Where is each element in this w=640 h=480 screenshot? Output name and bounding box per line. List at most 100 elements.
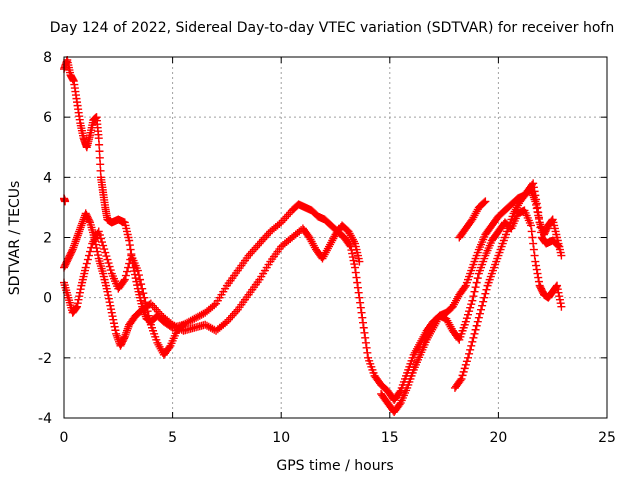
data-point [532, 195, 541, 204]
data-point [482, 285, 491, 294]
data-point [121, 271, 130, 280]
data-point [139, 289, 148, 298]
data-point [466, 345, 475, 354]
data-point [360, 328, 369, 337]
data-point [529, 179, 538, 188]
data-point [86, 247, 95, 256]
data-point [72, 303, 81, 312]
data-point [363, 348, 372, 357]
data-point [178, 321, 187, 330]
data-point [102, 252, 111, 261]
series-track-f [455, 197, 490, 242]
data-point [119, 277, 128, 286]
data-point [470, 329, 479, 338]
data-point [76, 285, 85, 294]
data-point [351, 263, 360, 272]
plot-frame [63, 56, 608, 419]
data-point [106, 301, 115, 310]
axis-ticks: 0 5 10 15 20 25 -4 -2 0 2 4 6 8 [38, 50, 616, 446]
data-point [555, 295, 564, 304]
data-point [554, 241, 563, 250]
data-point [120, 275, 129, 284]
data-point [100, 245, 109, 254]
data-point [530, 187, 539, 196]
data-point [554, 288, 563, 297]
data-point [481, 289, 490, 298]
data-point [94, 251, 103, 260]
data-point [82, 259, 91, 268]
data-point [553, 285, 562, 294]
data-point [359, 318, 368, 327]
x-tick-label: 5 [168, 430, 177, 446]
data-point [136, 275, 145, 284]
data-point [81, 263, 90, 272]
data-point [353, 283, 362, 292]
data-point [460, 283, 469, 292]
y-tick-label: 6 [43, 110, 52, 126]
data-point [106, 266, 115, 275]
data-point [96, 234, 105, 243]
data-point [125, 236, 134, 245]
data-point [466, 303, 475, 312]
x-tick-label: 20 [489, 430, 507, 446]
data-point [143, 307, 152, 316]
series-track-c [60, 227, 188, 359]
data-point [557, 302, 566, 311]
data-point [124, 263, 133, 272]
data-point [75, 288, 84, 297]
data-point [458, 371, 467, 380]
data-point [358, 313, 367, 322]
data-point [357, 308, 366, 317]
data-point [98, 238, 107, 247]
data-point [221, 319, 230, 328]
data-point [110, 322, 119, 331]
data-point [468, 337, 477, 346]
data-point [555, 242, 564, 251]
data-point [361, 333, 370, 342]
data-point [356, 303, 365, 312]
data-point [473, 274, 482, 283]
data-point [461, 317, 470, 326]
data-point [535, 218, 544, 227]
series-track-b [60, 209, 364, 350]
data-point [107, 308, 116, 317]
data-point [529, 239, 538, 248]
data-point [532, 265, 541, 274]
data-point [457, 374, 466, 383]
data-point [529, 183, 538, 192]
data-point [478, 301, 487, 310]
data-point [103, 255, 112, 264]
data-point [395, 400, 404, 409]
data-point [532, 199, 541, 208]
data-point [477, 305, 486, 314]
data-point [165, 343, 174, 352]
data-point [87, 243, 96, 252]
data-point [469, 333, 478, 342]
data-point [471, 325, 480, 334]
data-point [533, 203, 542, 212]
data-point [95, 230, 104, 239]
data-point [533, 269, 542, 278]
data-point [120, 334, 129, 343]
data-point [531, 257, 540, 266]
data-point [74, 295, 83, 304]
data-point [352, 273, 361, 282]
data-point [556, 299, 565, 308]
data-point [84, 251, 93, 260]
data-point [461, 360, 470, 369]
data-point [462, 357, 471, 366]
data-point [471, 283, 480, 292]
data-point [349, 256, 358, 265]
data-point [67, 247, 76, 256]
y-tick-label: -4 [38, 411, 52, 427]
data-point [94, 227, 103, 236]
data-point [460, 364, 469, 373]
data-point [467, 300, 476, 309]
data-point [109, 319, 118, 328]
series-track-a [60, 56, 566, 404]
data-point [465, 349, 474, 358]
data-point [108, 312, 117, 321]
data-point [479, 297, 488, 306]
data-point [104, 294, 113, 303]
